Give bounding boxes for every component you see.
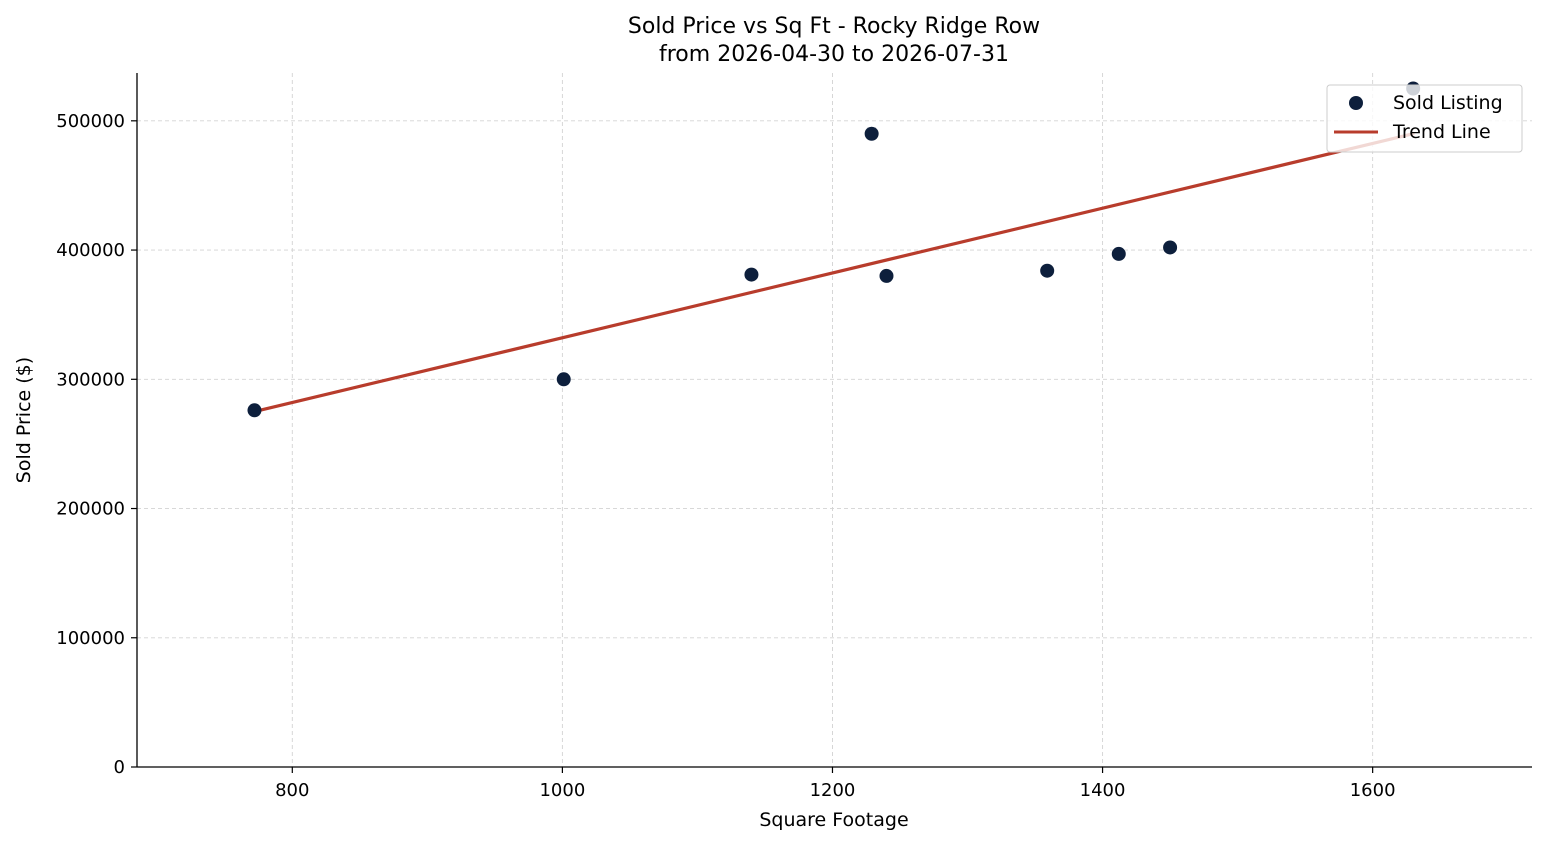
scatter-point bbox=[879, 268, 894, 283]
x-tick-label: 800 bbox=[275, 780, 309, 801]
x-tick-label: 1400 bbox=[1080, 780, 1126, 801]
y-tick-label: 300000 bbox=[56, 369, 125, 390]
grid bbox=[137, 73, 1532, 767]
y-tick-label: 100000 bbox=[56, 628, 125, 649]
scatter-points-layer bbox=[247, 81, 1421, 418]
legend-label-trend-line: Trend Line bbox=[1392, 121, 1491, 143]
scatter-point bbox=[556, 372, 571, 387]
y-tick-label: 200000 bbox=[56, 499, 125, 520]
y-tick-label: 500000 bbox=[56, 111, 125, 132]
x-tick-label: 1200 bbox=[810, 780, 856, 801]
scatter-point bbox=[1111, 246, 1126, 261]
x-tick-label: 1600 bbox=[1350, 780, 1396, 801]
chart-title-line-2: from 2026-04-30 to 2026-07-31 bbox=[659, 42, 1009, 67]
trend-line bbox=[252, 132, 1415, 414]
legend-box bbox=[1326, 84, 1523, 153]
y-axis-label: Sold Price ($) bbox=[13, 357, 35, 483]
scatter-point bbox=[1163, 240, 1178, 255]
x-tick-label: 1000 bbox=[539, 780, 585, 801]
y-tick-label: 400000 bbox=[56, 240, 125, 261]
legend-label-sold-listing: Sold Listing bbox=[1393, 92, 1503, 114]
y-tick-label: 0 bbox=[114, 757, 125, 778]
chart-title-line-1: Sold Price vs Sq Ft - Rocky Ridge Row bbox=[628, 14, 1040, 39]
x-axis-ticks: 800 1000 1200 1400 1600 bbox=[275, 767, 1396, 801]
trend-line-layer bbox=[252, 132, 1415, 414]
scatter-point bbox=[864, 126, 879, 141]
legend: Sold Listing Trend Line bbox=[1326, 84, 1523, 153]
scatter-point bbox=[1040, 263, 1055, 278]
scatter-point bbox=[744, 267, 759, 282]
y-axis-ticks: 0 100000 200000 300000 400000 500000 bbox=[56, 111, 137, 778]
legend-marker-sold-listing bbox=[1349, 96, 1363, 110]
x-axis-label: Square Footage bbox=[759, 809, 908, 831]
scatter-point bbox=[247, 403, 262, 418]
